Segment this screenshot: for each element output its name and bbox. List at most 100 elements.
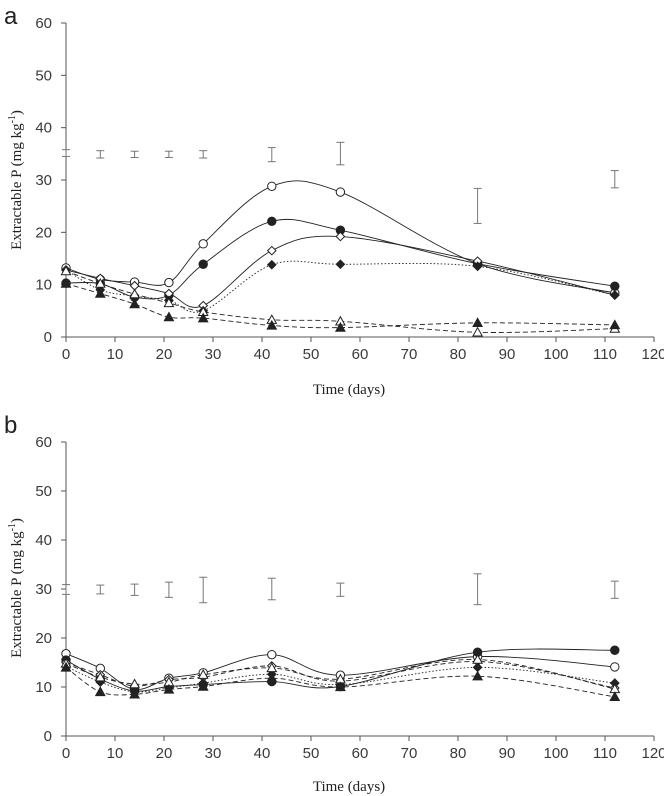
panel-a-x-tick-label: 80 [450,346,467,363]
panel-b-triangle-open-point [94,671,106,682]
panel-b-triangle-filled-point [60,661,72,672]
panel-a-y-tick-label: 50 [35,67,52,84]
panel-a-x-tick-label: 10 [107,346,124,363]
panel-a-error-bar [267,147,276,163]
panel-a-error-bars [62,141,619,224]
panel-a-error-bar [130,150,139,158]
panel-a-error-bar [164,150,173,158]
panel-b-y-tick-label: 50 [35,483,52,500]
panel-a-triangle-filled-point [266,319,278,330]
panel-a-y-axis-title: Extractable P (mg kg-1) [7,110,25,250]
panel-a-y-tick-label: 30 [35,172,52,189]
panel-b-error-bar [610,580,619,599]
panel-a-y-axis-title-main: Extractable P (mg kg [9,123,25,250]
panel-b-letter: b [4,412,17,439]
panel-a-circle-filled-point [198,259,208,269]
panel-b-error-bar [473,573,482,606]
panel-a-x-tick-label: 60 [352,346,369,363]
panel-b-x-tick-label: 80 [450,745,467,762]
panel-b-triangle-filled-point [129,688,141,699]
panel-b-circle-filled-point [610,645,620,655]
panel-a-diamond-filled-point [609,290,620,301]
panel-a-triangle-filled-point [129,298,141,309]
panel-b-error-bars [62,573,619,606]
panel-a-x-tick-label: 120 [641,346,664,363]
panel-a-error-bar [96,150,105,159]
panel-a-y-tick-label: 0 [44,329,52,346]
panel-b-triangle-filled-point [266,672,278,683]
panel-b-triangle-filled-point [609,691,621,701]
panel-a-circle-open-point [164,277,174,288]
panel-b-triangle-open-point [129,678,141,689]
panel-a-y-tick-label: 20 [35,224,52,241]
panel-b-x-tick-label: 10 [107,745,124,762]
panel-a-circle-open-point [198,239,208,249]
panel-b-y-tick-label: 20 [35,630,52,647]
panel-a-error-bar [473,187,482,224]
panel-b-triangle-open-point [266,662,278,673]
panel-a-series-diamond-open-line [65,235,615,308]
panel-a-triangle-open-point [94,277,106,288]
panel-b-chart: b 0 10 20 30 40 50 60 0 10 20 30 40 50 60 70 80 90 100 110… [4,412,664,795]
panel-b-y-tick-label: 30 [35,581,52,598]
panel-b-y-tick-label: 10 [35,679,52,696]
panel-b-error-bar [164,581,173,598]
panel-a-diamond-open-point [335,231,346,242]
panel-a-x-tick-label: 0 [62,346,70,363]
panel-a-triangle-filled-point [334,321,346,332]
panel-a-error-bar [336,141,345,166]
panel-a-triangle-open-point [60,265,72,276]
panel-b-x-tick-label: 120 [641,745,664,762]
panel-a-error-bar [62,149,70,157]
panel-a-y-tick-label: 60 [35,15,52,32]
panel-a-triangle-filled-point [197,312,209,323]
panel-a-markers [60,181,621,337]
panel-a-triangle-filled-point [472,317,484,328]
panel-a-circle-open-point [267,181,277,191]
panel-a-y-tick-label: 10 [35,277,52,294]
panel-a-chart: a 0 10 20 30 40 50 60 0 10 20 30 40 50 60 70 80 90 100 110… [4,3,664,398]
panel-b-circle-open-point [267,649,277,660]
panel-b-x-tick-label: 20 [156,745,173,762]
panel-b-y-axis-title-main: Extractable P (mg kg [9,531,25,658]
panel-b-x-tick-label: 60 [352,745,369,762]
panel-b-triangle-filled-point [334,681,346,692]
panel-a-diamond-filled-point [472,261,483,272]
panel-b-error-bar [62,584,70,595]
panel-b-x-axis-title: Time (days) [313,779,385,795]
panel-a-y-tick-label: 40 [35,120,52,137]
panel-a-x-tick-label: 70 [401,346,418,363]
panel-a-triangle-open-point [472,326,484,337]
panel-b-x-tick-label: 50 [303,745,320,762]
panel-a-x-tick-label: 110 [593,346,617,363]
panel-a-x-tick-label: 30 [205,346,222,363]
panel-b-x-tick-label: 100 [543,745,568,762]
panel-b-x-tick-label: 0 [62,745,70,762]
panel-b-x-tick-label: 90 [499,745,516,762]
panel-a-diamond-filled-point [266,259,277,270]
panel-a-diamond-filled-point [335,259,346,270]
panel-b-y-tick-label: 40 [35,532,52,549]
panel-b-y-axis-title-sup: -1 [7,523,18,531]
panel-a-x-tick-label: 50 [303,346,320,363]
panel-a-diamond-open-point [266,245,277,256]
panel-b-triangle-filled-point [472,670,484,681]
panel-b-y-axis-title-close: ) [9,518,25,523]
panel-b-circle-open-point [610,662,620,672]
panel-a-error-bar [610,170,619,189]
panel-a-y-axis-title-sup: -1 [7,115,18,123]
panel-b-axes: 0 10 20 30 40 50 60 0 10 20 30 40 50 60 70 80 90 100 110 12… [35,434,664,762]
panel-a-triangle-open-point [129,288,141,299]
panel-a-error-bar [199,150,208,159]
panel-b-series-triangle-filled-line [65,667,615,698]
panel-b-diamond-filled-point [472,662,483,673]
panel-b-triangle-open-point [197,669,209,679]
panel-b-error-bar [199,576,208,604]
panel-a-triangle-filled-point [609,319,621,330]
panel-a-circle-filled-point [610,281,620,291]
panel-a-letter: a [4,3,18,30]
panel-a-triangle-filled-point [163,311,175,322]
panel-a-x-tick-label: 100 [543,346,568,363]
panel-b-x-tick-label: 70 [401,745,418,762]
